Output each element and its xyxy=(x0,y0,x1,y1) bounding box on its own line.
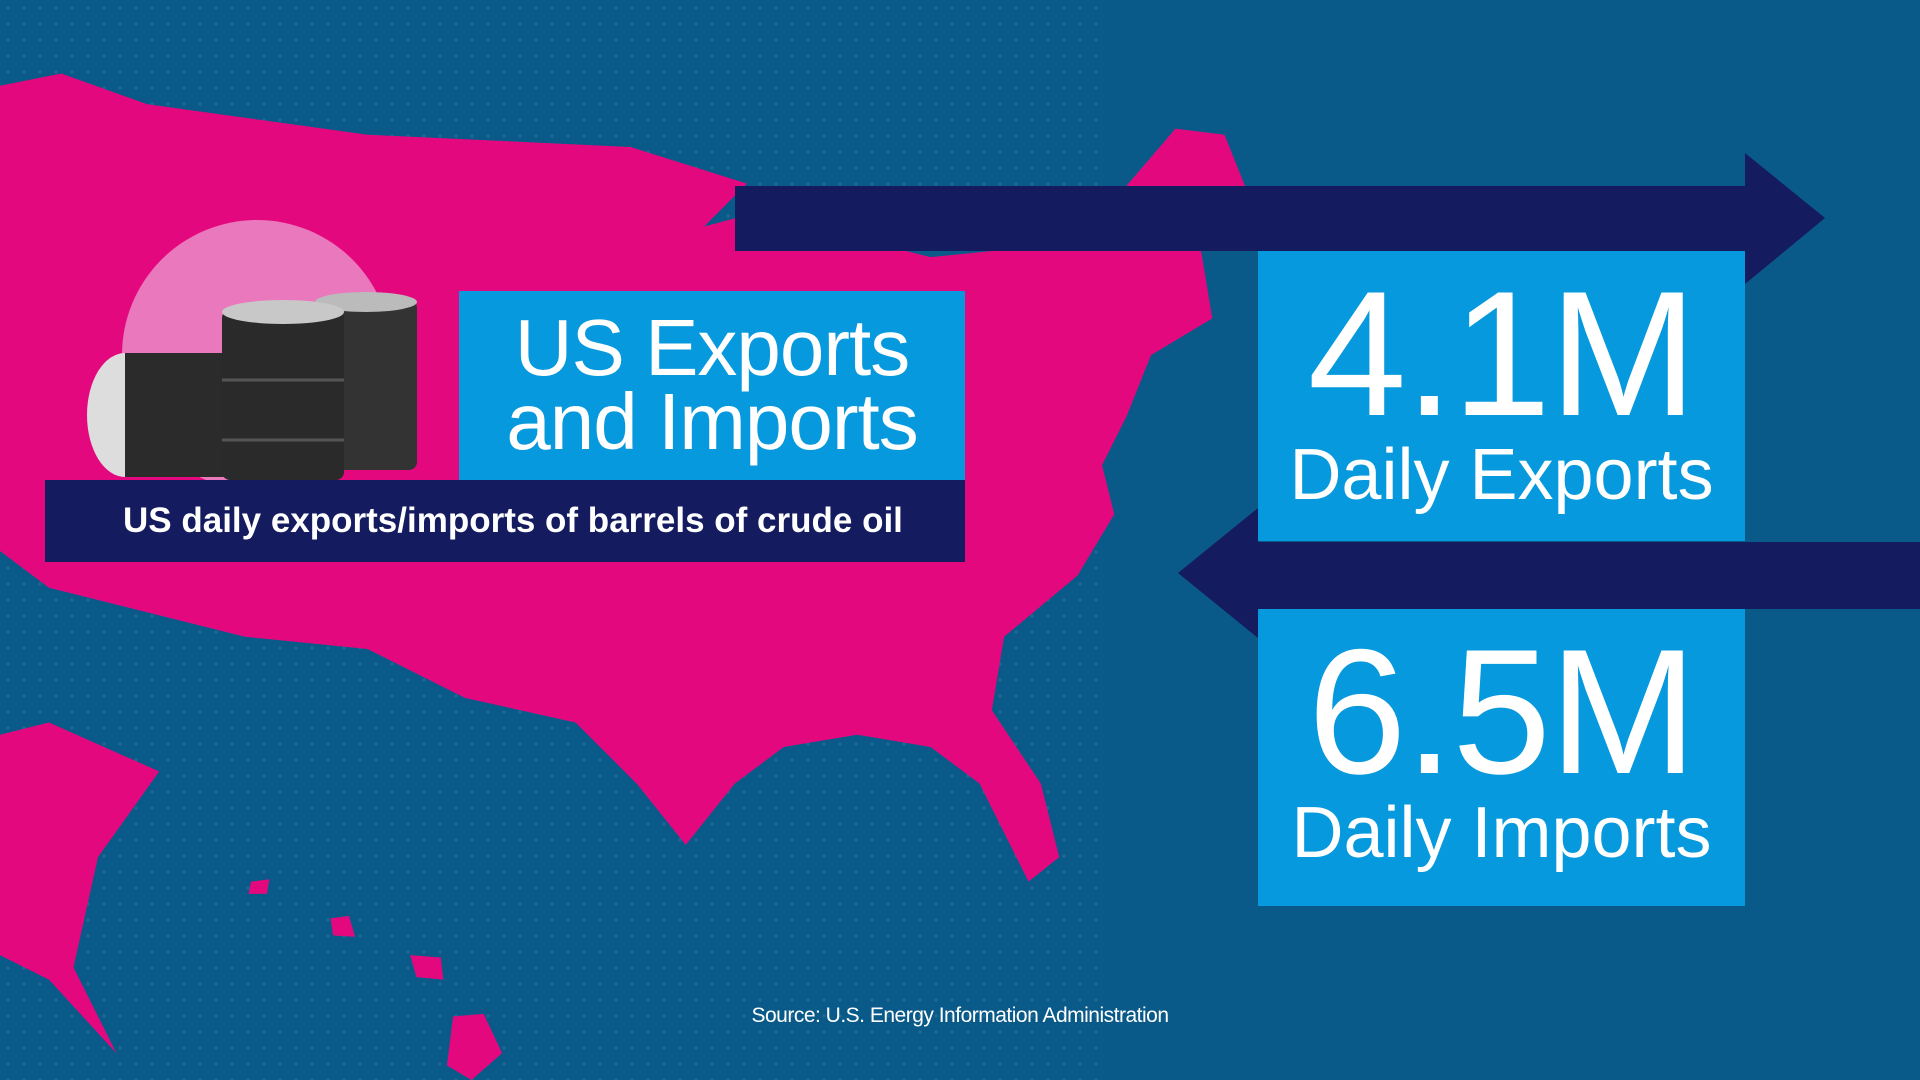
source: Source: U.S. Energy Information Administ… xyxy=(751,1004,1169,1027)
subtitle: US daily exports/imports of barrels of c… xyxy=(45,480,965,562)
stat-value: 6.5M xyxy=(1307,612,1698,811)
stat-card: 4.1M Daily Exports xyxy=(1258,251,1745,541)
stat-label: Daily Exports xyxy=(1289,435,1714,515)
oil-barrels xyxy=(87,292,417,480)
stat-card: 6.5M Daily Imports xyxy=(1258,609,1745,906)
export-arrow xyxy=(735,153,1825,284)
stat-label: Daily Imports xyxy=(1291,793,1712,873)
import-arrow xyxy=(1178,508,1920,638)
title: US Exports and Imports xyxy=(459,291,965,480)
stat-value: 4.1M xyxy=(1307,254,1698,453)
